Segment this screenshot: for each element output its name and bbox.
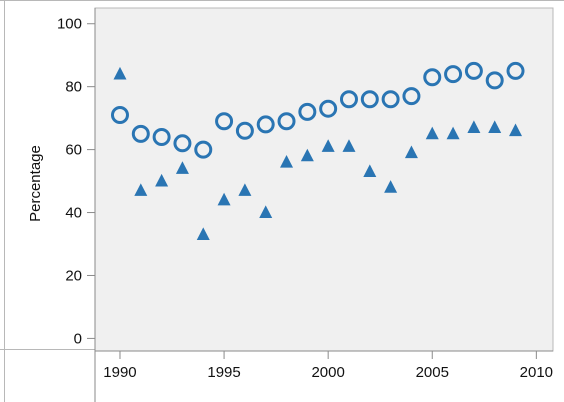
- triangle-point: [280, 154, 294, 168]
- y-axis-label: Percentage: [27, 145, 44, 222]
- y-tick-label: 40: [65, 205, 82, 222]
- x-tick-label: 1995: [207, 364, 240, 381]
- circle-point: [402, 87, 421, 106]
- circle-point: [464, 61, 483, 80]
- triangle-point: [238, 183, 252, 196]
- top-edge-line: [0, 0, 564, 1]
- circle-point: [506, 61, 525, 80]
- triangle-point: [467, 120, 481, 133]
- circle-point: [360, 90, 379, 109]
- triangle-point: [425, 126, 439, 140]
- triangle-point: [342, 139, 356, 152]
- triangle-point: [196, 227, 210, 240]
- circle-point: [298, 102, 317, 121]
- circle-point: [381, 90, 400, 109]
- circle-point: [152, 128, 171, 147]
- lower-left-divider: [0, 349, 95, 350]
- x-tick-label: 1990: [103, 364, 136, 381]
- x-tick-label: 2010: [520, 364, 553, 381]
- y-axis-ticks: 0 20 40 60 80 100: [57, 16, 95, 347]
- triangle-point: [404, 145, 418, 159]
- circle-point: [215, 112, 234, 131]
- y-tick-label: 60: [65, 142, 82, 159]
- circle-point: [319, 99, 338, 118]
- circle-point: [256, 115, 275, 134]
- x-axis-ticks: 1990 1995 2000 2005 2010: [103, 351, 553, 381]
- circle-point: [444, 65, 463, 84]
- circle-point: [131, 124, 150, 143]
- circle-point: [423, 68, 442, 87]
- left-edge-line: [4, 0, 5, 402]
- triangle-point: [113, 66, 127, 80]
- triangle-point: [488, 120, 502, 133]
- series-2: [113, 66, 523, 240]
- y-tick-label: 20: [65, 267, 82, 284]
- circle-point: [194, 140, 213, 159]
- triangle-point: [217, 192, 231, 206]
- triangle-point: [321, 139, 335, 152]
- triangle-point: [175, 161, 189, 174]
- x-tick-label: 2000: [311, 364, 344, 381]
- triangle-point: [155, 173, 169, 187]
- y-tick-label: 0: [74, 330, 82, 347]
- triangle-point: [446, 126, 460, 140]
- series-1: [110, 61, 525, 159]
- triangle-point: [300, 148, 314, 162]
- triangle-point: [363, 164, 377, 178]
- circle-point: [277, 112, 296, 131]
- y-tick-label: 80: [65, 79, 82, 96]
- circle-point: [485, 71, 504, 90]
- triangle-point: [259, 205, 273, 218]
- circle-point: [339, 90, 358, 109]
- circle-point: [235, 121, 254, 140]
- triangle-point: [509, 123, 523, 137]
- triangle-point: [134, 183, 148, 196]
- triangle-point: [384, 180, 398, 193]
- series-layer: [110, 61, 525, 240]
- circle-point: [173, 134, 192, 153]
- circle-point: [110, 105, 129, 124]
- x-tick-label: 2005: [416, 364, 449, 381]
- y-tick-label: 100: [57, 16, 82, 33]
